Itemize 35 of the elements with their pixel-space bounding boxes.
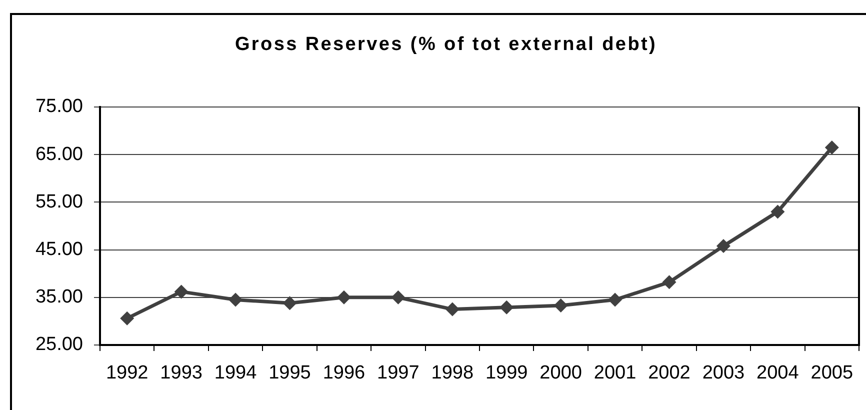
point (554, 298, 568, 312)
y-tick-label: 45.00 (35, 239, 83, 260)
x-tick-label: 1994 (214, 362, 258, 384)
point (445, 302, 460, 316)
point (336, 290, 351, 304)
x-tick-label: 2005 (810, 362, 854, 384)
point (282, 296, 297, 310)
x-tick-label: 2000 (540, 362, 582, 384)
x-tick-label: 1992 (106, 362, 148, 384)
point (391, 290, 406, 304)
x-tick-label: 1993 (160, 362, 202, 384)
x-tick-label: 1995 (268, 362, 311, 384)
x-tick-label: 2004 (756, 362, 800, 384)
point (770, 204, 785, 219)
y-tick-label: 25.00 (35, 334, 83, 356)
point (662, 275, 676, 290)
x-tick-label: 2001 (594, 362, 636, 384)
point (716, 238, 730, 253)
point (608, 292, 622, 307)
point (500, 300, 514, 314)
y-tick-label: 55.00 (35, 191, 83, 212)
point (228, 292, 243, 307)
y-tick-label: 65.00 (35, 144, 83, 165)
x-tick-label: 1996 (322, 362, 366, 384)
chart-title: Gross Reserves (% of tot external debt) (234, 34, 658, 56)
point (824, 140, 839, 154)
x-tick-label: 2002 (648, 362, 690, 384)
x-tick-label: 1999 (485, 362, 528, 384)
y-tick-label: 35.00 (35, 286, 83, 308)
point (120, 311, 134, 326)
point (174, 284, 188, 299)
x-tick-label: 1998 (431, 362, 474, 384)
x-tick-label: 1997 (377, 362, 420, 384)
x-tick-label: 2003 (702, 362, 745, 384)
y-tick-label: 75.00 (35, 96, 83, 118)
